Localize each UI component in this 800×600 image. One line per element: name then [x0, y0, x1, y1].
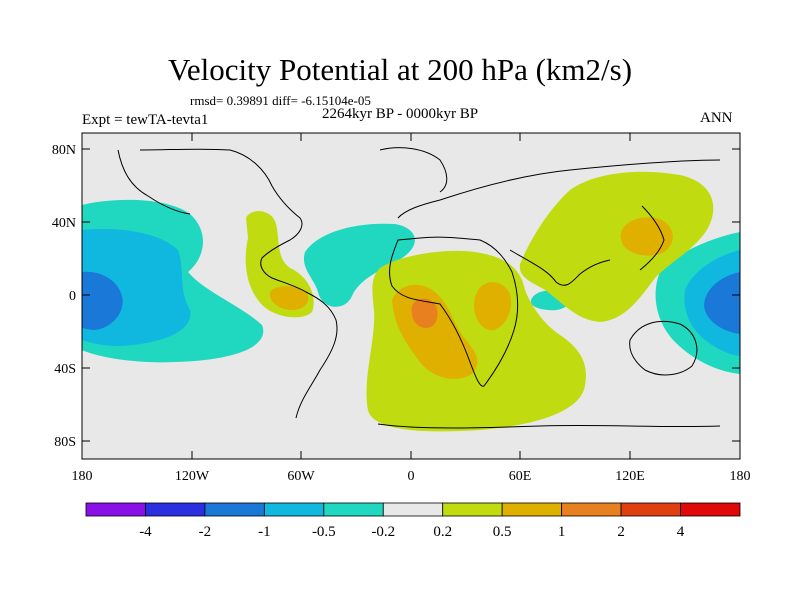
map-panel — [82, 133, 740, 459]
colorbar-swatch — [204, 502, 265, 517]
colorbar-label: -0.2 — [371, 524, 395, 540]
contour-east-africa-mid — [474, 282, 512, 331]
coastline-antarctica — [377, 423, 721, 429]
latitude-axis: 80N 40N 0 40S 80S — [52, 143, 740, 450]
lon-label-120e: 120E — [615, 469, 645, 484]
lon-label-120w: 120W — [175, 469, 210, 484]
lon-label-60w: 60W — [287, 469, 315, 484]
colorbar: -4 -2 -1 -0.5 -0.2 0.2 0.5 1 2 4 — [85, 502, 741, 540]
colorbar-swatch — [442, 502, 503, 517]
colorbar-swatch — [501, 502, 563, 517]
colorbar-swatch — [145, 502, 206, 517]
colorbar-label: 0.5 — [493, 524, 512, 540]
contour-central-america-mid — [269, 286, 309, 310]
colorbar-label: -2 — [199, 524, 212, 540]
lon-label-0: 0 — [408, 469, 415, 484]
contour-west-pacific-low — [82, 271, 123, 330]
lat-label-40s: 40S — [54, 362, 76, 377]
coastline-south-asia — [509, 249, 611, 286]
map-title: Velocity Potential at 200 hPa (km2/s) — [167, 52, 633, 87]
colorbar-label: -0.5 — [312, 524, 336, 540]
colorbar-swatch — [620, 502, 681, 517]
longitude-axis: 180 120W 60W 0 60E 120E 180 — [72, 133, 751, 484]
season-label: ANN — [700, 110, 733, 126]
contour-africa-high — [411, 298, 438, 328]
colorbar-swatch — [680, 502, 741, 517]
colorbar-label: 4 — [677, 524, 685, 540]
coastline-australia — [629, 320, 698, 376]
coastline-east-asia — [639, 205, 665, 271]
colorbar-swatch — [85, 502, 146, 517]
contour-east-pacific-low — [704, 272, 740, 334]
experiment-label: Expt = tewTA-tevta1 — [82, 112, 209, 128]
colorbar-label: -1 — [258, 524, 271, 540]
colorbar-label: 1 — [558, 524, 566, 540]
contour-atlantic-negative — [303, 223, 415, 307]
lat-label-40n: 40N — [52, 216, 76, 231]
period-label: 2264kyr BP - 0000kyr BP — [322, 106, 479, 122]
coastline-africa — [389, 236, 519, 387]
coastline-greenland — [379, 147, 448, 193]
colorbar-label: 2 — [617, 524, 625, 540]
colorbar-swatch — [382, 502, 444, 517]
colorbar-label: 0.2 — [433, 524, 452, 540]
lat-label-80n: 80N — [52, 143, 76, 158]
lat-label-80s: 80S — [54, 435, 76, 450]
coastline-americas — [139, 148, 338, 419]
colorbar-label: -4 — [139, 524, 152, 540]
stats-line: rmsd= 0.39891 diff= -6.15104e-05 — [190, 93, 371, 108]
lon-label-180-right: 180 — [730, 469, 751, 484]
lon-label-180-left: 180 — [72, 469, 93, 484]
coastlines — [117, 147, 721, 429]
colorbar-swatch — [263, 502, 325, 517]
colorbar-swatch — [561, 502, 622, 517]
lon-label-60e: 60E — [509, 469, 532, 484]
contour-east-asia-mid — [620, 217, 673, 256]
colorbar-swatch — [323, 502, 384, 517]
lat-label-0: 0 — [69, 289, 76, 304]
coastline-eurasia-north — [397, 159, 721, 219]
coastline-alaska — [117, 149, 191, 215]
